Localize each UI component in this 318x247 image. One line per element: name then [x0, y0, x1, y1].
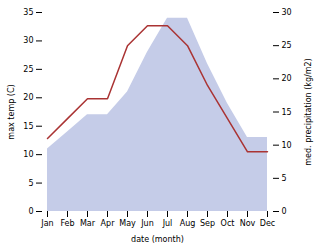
svg-text:35: 35 — [23, 8, 33, 17]
svg-text:0: 0 — [28, 207, 33, 216]
svg-text:30: 30 — [282, 8, 292, 17]
svg-text:Dec: Dec — [260, 219, 275, 228]
svg-text:Apr: Apr — [101, 219, 116, 228]
svg-text:Aug: Aug — [180, 219, 196, 228]
svg-text:20: 20 — [23, 93, 33, 102]
svg-text:5: 5 — [282, 174, 287, 183]
svg-text:Feb: Feb — [60, 219, 74, 228]
svg-text:med. precipitation (kg/m2): med. precipitation (kg/m2) — [304, 58, 313, 165]
svg-text:15: 15 — [23, 122, 33, 131]
svg-text:Jun: Jun — [140, 219, 154, 228]
svg-text:date (month): date (month) — [131, 235, 184, 244]
svg-text:0: 0 — [282, 207, 287, 216]
svg-text:10: 10 — [23, 150, 33, 159]
svg-text:30: 30 — [23, 36, 33, 45]
svg-text:25: 25 — [282, 41, 292, 50]
svg-text:Jan: Jan — [40, 219, 53, 228]
svg-text:Mar: Mar — [80, 219, 96, 228]
svg-text:Jul: Jul — [162, 219, 173, 228]
svg-text:Sep: Sep — [200, 219, 215, 228]
svg-text:5: 5 — [28, 179, 33, 188]
svg-text:20: 20 — [282, 74, 292, 83]
svg-text:May: May — [119, 219, 136, 228]
svg-text:Oct: Oct — [221, 219, 235, 228]
svg-text:max temp (C): max temp (C) — [7, 84, 16, 139]
svg-text:Nov: Nov — [240, 219, 256, 228]
svg-text:15: 15 — [282, 108, 292, 117]
svg-text:25: 25 — [23, 65, 33, 74]
svg-text:10: 10 — [282, 141, 292, 150]
